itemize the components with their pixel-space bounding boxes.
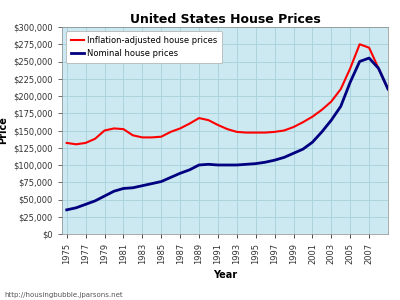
- Inflation-adjusted house prices: [149, 136, 154, 139]
- Nominal house prices: [348, 80, 353, 84]
- Inflation-adjusted house prices: [367, 46, 372, 50]
- Inflation-adjusted house prices: [348, 67, 353, 70]
- Nominal house prices: [282, 156, 286, 159]
- Inflation-adjusted house prices: [130, 134, 135, 137]
- Inflation-adjusted house prices: [83, 141, 88, 145]
- Inflation-adjusted house prices: [159, 135, 164, 139]
- Inflation-adjusted house prices: [216, 123, 220, 127]
- Line: Inflation-adjusted house prices: Inflation-adjusted house prices: [67, 44, 388, 144]
- Inflation-adjusted house prices: [234, 130, 239, 134]
- Inflation-adjusted house prices: [386, 87, 390, 91]
- Inflation-adjusted house prices: [376, 67, 381, 70]
- Line: Nominal house prices: Nominal house prices: [67, 58, 388, 210]
- X-axis label: Year: Year: [213, 270, 237, 280]
- Title: United States House Prices: United States House Prices: [130, 13, 320, 26]
- Inflation-adjusted house prices: [112, 127, 116, 130]
- Inflation-adjusted house prices: [320, 108, 324, 112]
- Nominal house prices: [329, 118, 334, 122]
- Inflation-adjusted house prices: [102, 129, 107, 132]
- Nominal house prices: [93, 199, 98, 203]
- Nominal house prices: [338, 105, 343, 108]
- Nominal house prices: [216, 163, 220, 167]
- Nominal house prices: [263, 160, 268, 164]
- Text: http://housingbubble.jparsons.net: http://housingbubble.jparsons.net: [4, 292, 123, 298]
- Inflation-adjusted house prices: [329, 100, 334, 103]
- Nominal house prices: [159, 180, 164, 183]
- Inflation-adjusted house prices: [197, 116, 202, 120]
- Nominal house prices: [178, 172, 182, 175]
- Inflation-adjusted house prices: [244, 131, 249, 134]
- Inflation-adjusted house prices: [272, 130, 277, 134]
- Inflation-adjusted house prices: [187, 122, 192, 125]
- Nominal house prices: [64, 208, 69, 212]
- Inflation-adjusted house prices: [263, 131, 268, 134]
- Nominal house prices: [83, 202, 88, 206]
- Nominal house prices: [102, 194, 107, 198]
- Nominal house prices: [272, 158, 277, 162]
- Nominal house prices: [253, 162, 258, 165]
- Y-axis label: Price: Price: [0, 117, 8, 144]
- Inflation-adjusted house prices: [74, 142, 78, 146]
- Nominal house prices: [386, 87, 390, 91]
- Nominal house prices: [206, 163, 211, 166]
- Legend: Inflation-adjusted house prices, Nominal house prices: Inflation-adjusted house prices, Nominal…: [66, 31, 222, 63]
- Inflation-adjusted house prices: [206, 118, 211, 122]
- Nominal house prices: [320, 130, 324, 134]
- Nominal house prices: [130, 186, 135, 190]
- Inflation-adjusted house prices: [300, 120, 305, 124]
- Nominal house prices: [149, 182, 154, 185]
- Nominal house prices: [300, 147, 305, 151]
- Nominal house prices: [121, 187, 126, 190]
- Inflation-adjusted house prices: [93, 137, 98, 141]
- Inflation-adjusted house prices: [291, 125, 296, 129]
- Nominal house prices: [225, 163, 230, 167]
- Nominal house prices: [112, 189, 116, 193]
- Inflation-adjusted house prices: [338, 87, 343, 91]
- Nominal house prices: [357, 60, 362, 63]
- Nominal house prices: [367, 56, 372, 60]
- Inflation-adjusted house prices: [282, 129, 286, 132]
- Nominal house prices: [168, 176, 173, 179]
- Inflation-adjusted house prices: [121, 127, 126, 131]
- Nominal house prices: [310, 140, 315, 144]
- Inflation-adjusted house prices: [310, 115, 315, 119]
- Inflation-adjusted house prices: [64, 141, 69, 145]
- Nominal house prices: [234, 163, 239, 167]
- Inflation-adjusted house prices: [168, 130, 173, 134]
- Inflation-adjusted house prices: [178, 127, 182, 130]
- Inflation-adjusted house prices: [140, 136, 145, 139]
- Inflation-adjusted house prices: [253, 131, 258, 134]
- Nominal house prices: [244, 163, 249, 166]
- Nominal house prices: [376, 67, 381, 70]
- Inflation-adjusted house prices: [225, 127, 230, 131]
- Nominal house prices: [187, 168, 192, 172]
- Nominal house prices: [197, 163, 202, 167]
- Inflation-adjusted house prices: [357, 42, 362, 46]
- Nominal house prices: [291, 152, 296, 155]
- Nominal house prices: [74, 206, 78, 210]
- Nominal house prices: [140, 184, 145, 188]
